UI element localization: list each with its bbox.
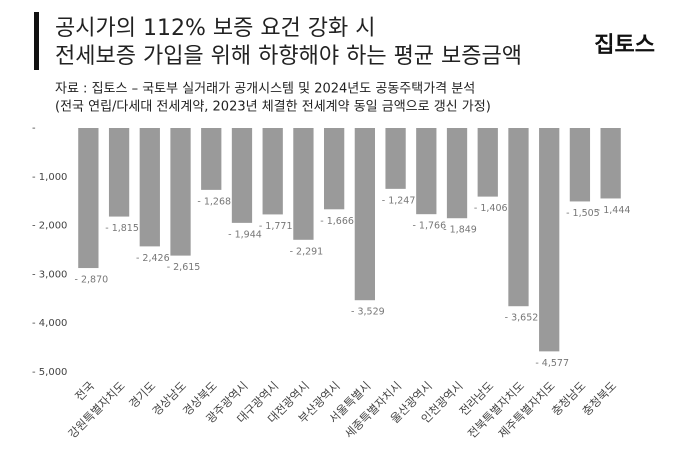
value-label: - 1,666 (320, 216, 354, 227)
value-label: - 2,426 (136, 253, 170, 264)
logo: 집토스 (594, 33, 655, 58)
value-label: - 3,652 (505, 313, 539, 324)
bar (78, 128, 99, 269)
value-label: - 1,247 (382, 195, 416, 206)
y-tick-label: - 2,000 (32, 221, 67, 232)
bar (354, 128, 375, 301)
value-label: - 1,268 (197, 196, 231, 207)
value-label: - 1,771 (259, 221, 293, 232)
bar (539, 128, 560, 352)
x-tick-label: 강원특별자치도 (65, 379, 127, 441)
bar (385, 128, 406, 189)
bar (416, 128, 437, 215)
y-tick-label: - 4,000 (32, 318, 67, 329)
value-label: - 4,577 (535, 358, 569, 369)
bar (569, 128, 591, 202)
source: (전국 연립/다세대 전세계약, 2023년 체결한 전세계약 동일 금액으로 … (55, 100, 491, 115)
value-label: - 2,291 (290, 246, 324, 257)
source: 자료 : 집토스 – 국토부 실거래가 공개시스템 및 2024년도 공동주택가… (55, 82, 475, 97)
chart-title: 공시가의 112% 보증 요건 강화 시 (55, 16, 376, 41)
y-tick-label: - 1,000 (32, 172, 67, 183)
bar (446, 128, 468, 219)
value-label: - 1,444 (597, 205, 631, 216)
value-label: - 1,849 (443, 225, 477, 236)
bar (231, 128, 253, 223)
chart-title: 전세보증 가입을 위해 하향해야 하는 평균 보증금액 (55, 44, 522, 69)
value-label: - 1,406 (474, 203, 508, 214)
bar (170, 128, 191, 256)
x-tick-label: 전국 (72, 379, 97, 404)
y-tick-label: - 3,000 (32, 269, 67, 280)
value-label: - 2,615 (167, 262, 201, 273)
bar (139, 128, 160, 247)
title-accent (34, 12, 39, 70)
bar (324, 128, 345, 210)
y-tick-label: - 5,000 (32, 367, 67, 378)
value-label: - 3,529 (351, 307, 385, 318)
value-label: - 1,766 (412, 221, 446, 232)
value-label: - 1,815 (105, 223, 139, 234)
x-tick-label: 충청북도 (579, 379, 619, 419)
bar (477, 128, 498, 197)
value-label: - 1,505 (566, 208, 600, 219)
y-tick-label: - (32, 123, 36, 134)
bar (508, 128, 529, 307)
bar (600, 128, 621, 199)
value-label: - 2,870 (75, 275, 109, 286)
bar (293, 128, 314, 240)
bar (262, 128, 283, 215)
bar (108, 128, 130, 217)
bar (201, 128, 222, 190)
value-label: - 1,944 (228, 229, 262, 240)
